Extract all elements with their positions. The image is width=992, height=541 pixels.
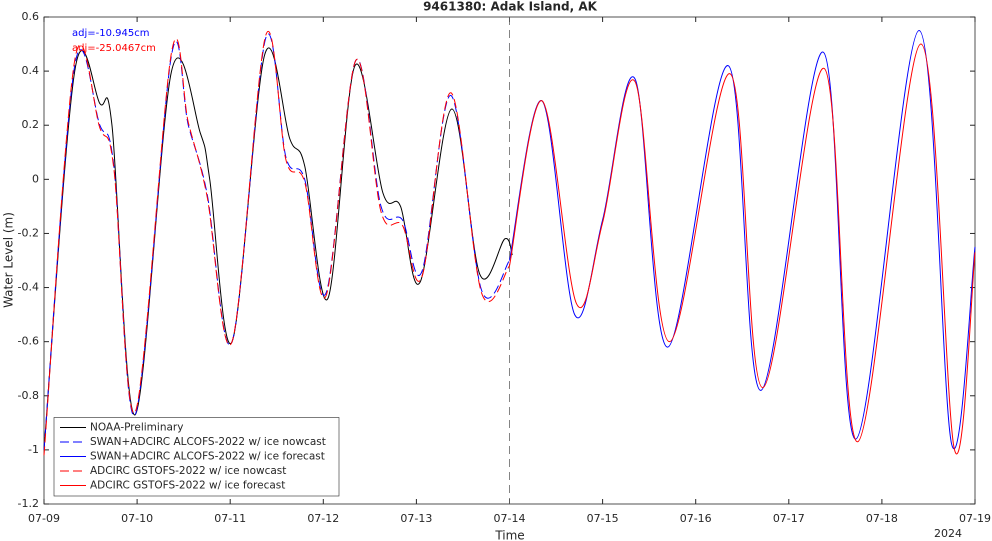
y-tick-label: 0 bbox=[32, 172, 39, 185]
y-tick-label: -0.8 bbox=[18, 389, 39, 402]
legend-label: SWAN+ADCIRC ALCOFS-2022 w/ ice forecast bbox=[90, 451, 325, 463]
x-tick-label: 07-18 bbox=[866, 512, 898, 525]
series-line bbox=[43, 31, 510, 456]
x-tick-label: 07-17 bbox=[773, 512, 805, 525]
chart-title: 9461380: Adak Island, AK bbox=[423, 0, 598, 14]
x-axis-year: 2024 bbox=[934, 527, 962, 540]
legend-label: ADCIRC GSTOFS-2022 w/ ice nowcast bbox=[90, 465, 286, 477]
y-tick-label: -1.2 bbox=[18, 497, 39, 510]
y-tick-label: -0.6 bbox=[18, 335, 39, 348]
y-tick-label: -0.2 bbox=[18, 226, 39, 239]
x-axis-label: Time bbox=[494, 529, 524, 541]
legend-label: NOAA-Preliminary bbox=[90, 422, 183, 434]
x-tick-label: 07-09 bbox=[28, 512, 60, 525]
legend-label: SWAN+ADCIRC ALCOFS-2022 w/ ice nowcast bbox=[90, 436, 326, 448]
series-line bbox=[509, 43, 976, 455]
y-tick-label: 0.6 bbox=[22, 10, 40, 23]
annotation: adj=-25.0467cm bbox=[72, 43, 156, 54]
series-line bbox=[43, 47, 513, 450]
x-tick-label: 07-14 bbox=[494, 512, 526, 525]
x-tick-label: 07-12 bbox=[307, 512, 339, 525]
x-tick-label: 07-13 bbox=[400, 512, 432, 525]
y-tick-label: -1 bbox=[28, 443, 39, 456]
y-tick-label: 0.2 bbox=[22, 118, 40, 131]
series-line bbox=[509, 30, 976, 449]
x-tick-label: 07-10 bbox=[121, 512, 153, 525]
y-tick-label: 0.4 bbox=[22, 64, 40, 77]
legend-box bbox=[53, 417, 340, 497]
y-tick-label: -0.4 bbox=[18, 281, 39, 294]
x-tick-label: 07-11 bbox=[214, 512, 246, 525]
x-tick-label: 07-19 bbox=[959, 512, 991, 525]
x-tick-label: 07-15 bbox=[587, 512, 619, 525]
x-tick-label: 07-16 bbox=[680, 512, 712, 525]
y-axis-label: Water Level (m) bbox=[2, 212, 16, 308]
legend-label: ADCIRC GSTOFS-2022 w/ ice forecast bbox=[90, 480, 285, 492]
annotation: adj=-10.945cm bbox=[72, 28, 149, 39]
